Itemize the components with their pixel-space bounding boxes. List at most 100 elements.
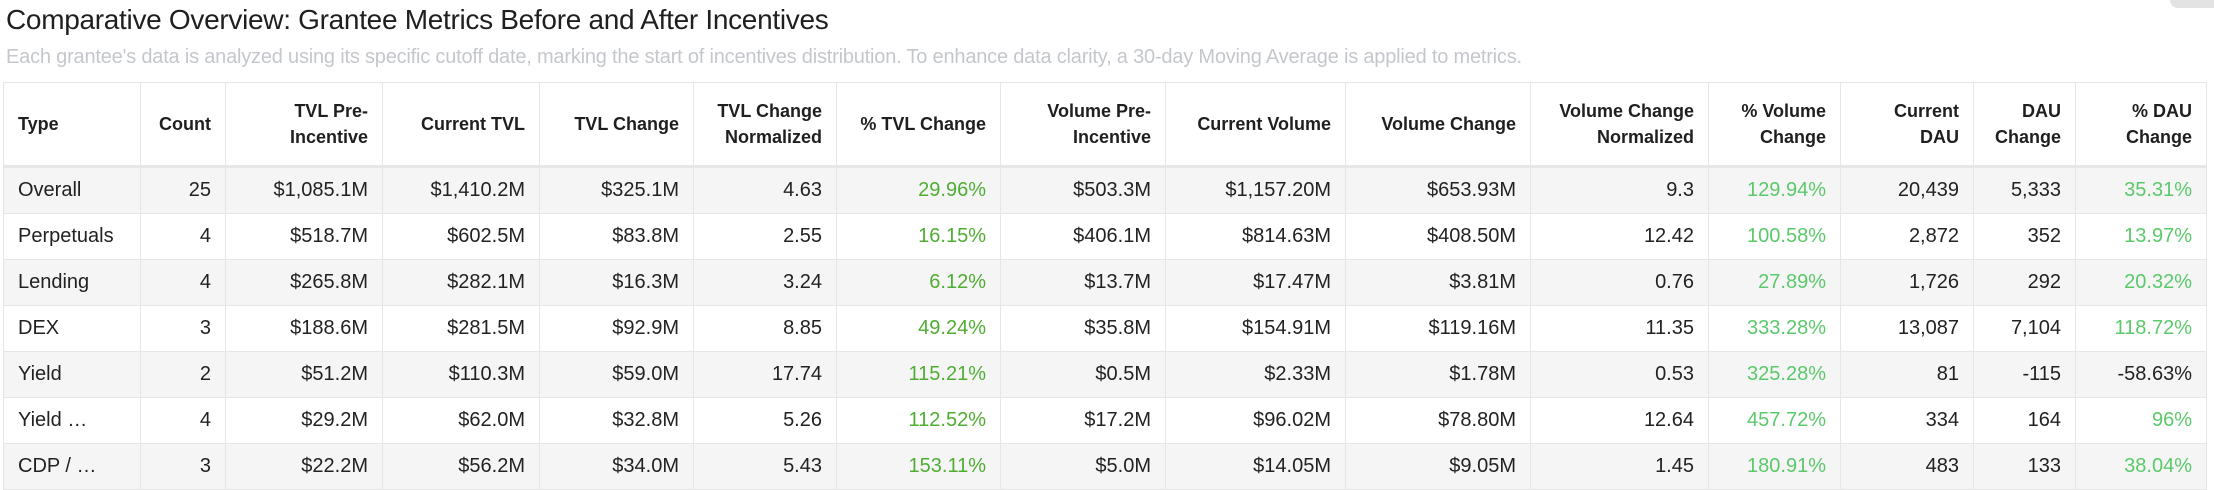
- cell-type: CDP / …: [3, 443, 141, 490]
- metrics-table: Type Count TVL Pre-Incentive Current TVL TVL…: [3, 82, 2207, 490]
- cell-tvl-change: $325.1M: [539, 166, 694, 214]
- cell-count: 2: [140, 351, 226, 398]
- cell-tvl-pre-incentive: $22.2M: [225, 443, 383, 490]
- column-header-type[interactable]: Type: [3, 82, 141, 167]
- cell-pct-tvl-change: 112.52%: [836, 397, 1001, 444]
- column-header-tvl-pre-incentive[interactable]: TVL Pre-Incentive: [225, 82, 383, 167]
- cell-current-volume: $17.47M: [1165, 259, 1346, 306]
- cell-type: Overall: [3, 166, 141, 214]
- cell-pct-volume-change: 333.28%: [1708, 305, 1841, 352]
- cell-current-dau: 2,872: [1840, 213, 1974, 260]
- column-header-pct-volume-change[interactable]: % Volume Change: [1708, 82, 1841, 167]
- cell-pct-volume-change: 325.28%: [1708, 351, 1841, 398]
- cell-tvl-change: $92.9M: [539, 305, 694, 352]
- cell-current-volume: $814.63M: [1165, 213, 1346, 260]
- cell-tvl-change-normalized: 17.74: [693, 351, 837, 398]
- table-row: Perpetuals 4 $518.7M $602.5M $83.8M 2.55 16.15…: [3, 213, 2207, 260]
- cell-current-volume: $1,157.20M: [1165, 166, 1346, 214]
- cell-volume-change: $9.05M: [1345, 443, 1531, 490]
- column-header-current-volume[interactable]: Current Volume: [1165, 82, 1346, 167]
- cell-tvl-change: $34.0M: [539, 443, 694, 490]
- cell-volume-change: $1.78M: [1345, 351, 1531, 398]
- cell-pct-dau-change: 38.04%: [2075, 443, 2207, 490]
- cell-dau-change: 133: [1973, 443, 2076, 490]
- cell-current-tvl: $56.2M: [382, 443, 540, 490]
- column-header-dau-change[interactable]: DAU Change: [1973, 82, 2076, 167]
- cell-pct-tvl-change: 153.11%: [836, 443, 1001, 490]
- cell-dau-change: -115: [1973, 351, 2076, 398]
- cell-tvl-change-normalized: 5.26: [693, 397, 837, 444]
- cell-pct-volume-change: 180.91%: [1708, 443, 1841, 490]
- corner-overlay: [2170, 0, 2214, 8]
- cell-volume-change: $3.81M: [1345, 259, 1531, 306]
- column-header-current-tvl[interactable]: Current TVL: [382, 82, 540, 167]
- cell-tvl-change-normalized: 2.55: [693, 213, 837, 260]
- cell-count: 3: [140, 443, 226, 490]
- cell-dau-change: 7,104: [1973, 305, 2076, 352]
- cell-pct-tvl-change: 6.12%: [836, 259, 1001, 306]
- cell-dau-change: 164: [1973, 397, 2076, 444]
- cell-type: Yield: [3, 351, 141, 398]
- cell-volume-change-normalized: 1.45: [1530, 443, 1709, 490]
- cell-tvl-change-normalized: 3.24: [693, 259, 837, 306]
- column-header-pct-tvl-change[interactable]: % TVL Change: [836, 82, 1001, 167]
- cell-pct-volume-change: 129.94%: [1708, 166, 1841, 214]
- column-header-volume-change-normalized[interactable]: Volume Change Normalized: [1530, 82, 1709, 167]
- cell-tvl-change-normalized: 4.63: [693, 166, 837, 214]
- cell-pct-tvl-change: 115.21%: [836, 351, 1001, 398]
- cell-current-tvl: $62.0M: [382, 397, 540, 444]
- cell-pct-dau-change: -58.63%: [2075, 351, 2207, 398]
- cell-pct-tvl-change: 16.15%: [836, 213, 1001, 260]
- column-header-volume-pre-incentive[interactable]: Volume Pre-Incentive: [1000, 82, 1166, 167]
- cell-volume-pre-incentive: $17.2M: [1000, 397, 1166, 444]
- cell-tvl-pre-incentive: $29.2M: [225, 397, 383, 444]
- column-header-count[interactable]: Count: [140, 82, 226, 167]
- cell-volume-change-normalized: 12.42: [1530, 213, 1709, 260]
- cell-dau-change: 292: [1973, 259, 2076, 306]
- table-row: DEX 3 $188.6M $281.5M $92.9M 8.85 49.24% $35.8M…: [3, 305, 2207, 352]
- cell-current-volume: $2.33M: [1165, 351, 1346, 398]
- column-header-tvl-change-normalized[interactable]: TVL Change Normalized: [693, 82, 837, 167]
- cell-current-tvl: $282.1M: [382, 259, 540, 306]
- cell-volume-change: $78.80M: [1345, 397, 1531, 444]
- cell-volume-change-normalized: 0.76: [1530, 259, 1709, 306]
- cell-tvl-pre-incentive: $188.6M: [225, 305, 383, 352]
- column-header-pct-dau-change[interactable]: % DAU Change: [2075, 82, 2207, 167]
- cell-count: 25: [140, 166, 226, 214]
- cell-dau-change: 352: [1973, 213, 2076, 260]
- column-header-current-dau[interactable]: Current DAU: [1840, 82, 1974, 167]
- cell-tvl-change: $83.8M: [539, 213, 694, 260]
- cell-tvl-pre-incentive: $518.7M: [225, 213, 383, 260]
- cell-volume-change: $119.16M: [1345, 305, 1531, 352]
- cell-current-volume: $96.02M: [1165, 397, 1346, 444]
- cell-pct-volume-change: 457.72%: [1708, 397, 1841, 444]
- cell-pct-dau-change: 35.31%: [2075, 166, 2207, 214]
- cell-pct-tvl-change: 49.24%: [836, 305, 1001, 352]
- cell-volume-change-normalized: 12.64: [1530, 397, 1709, 444]
- cell-current-tvl: $1,410.2M: [382, 166, 540, 214]
- column-header-volume-change[interactable]: Volume Change: [1345, 82, 1531, 167]
- cell-current-tvl: $281.5M: [382, 305, 540, 352]
- column-header-tvl-change[interactable]: TVL Change: [539, 82, 694, 167]
- cell-current-dau: 20,439: [1840, 166, 1974, 214]
- cell-volume-change: $653.93M: [1345, 166, 1531, 214]
- cell-volume-pre-incentive: $13.7M: [1000, 259, 1166, 306]
- page-subtitle: Each grantee's data is analyzed using it…: [6, 46, 1522, 68]
- cell-pct-dau-change: 13.97%: [2075, 213, 2207, 260]
- table-row: Yield 2 $51.2M $110.3M $59.0M 17.74 115.21% $0.…: [3, 351, 2207, 398]
- cell-pct-tvl-change: 29.96%: [836, 166, 1001, 214]
- table-row: Overall 25 $1,085.1M $1,410.2M $325.1M 4.63 29…: [3, 166, 2207, 214]
- cell-tvl-change: $59.0M: [539, 351, 694, 398]
- cell-volume-pre-incentive: $503.3M: [1000, 166, 1166, 214]
- cell-volume-change-normalized: 11.35: [1530, 305, 1709, 352]
- cell-tvl-change-normalized: 8.85: [693, 305, 837, 352]
- cell-type: Yield …: [3, 397, 141, 444]
- cell-current-dau: 334: [1840, 397, 1974, 444]
- cell-current-tvl: $110.3M: [382, 351, 540, 398]
- cell-volume-change-normalized: 9.3: [1530, 166, 1709, 214]
- cell-volume-change-normalized: 0.53: [1530, 351, 1709, 398]
- cell-pct-volume-change: 100.58%: [1708, 213, 1841, 260]
- cell-volume-change: $408.50M: [1345, 213, 1531, 260]
- cell-current-dau: 483: [1840, 443, 1974, 490]
- cell-current-volume: $154.91M: [1165, 305, 1346, 352]
